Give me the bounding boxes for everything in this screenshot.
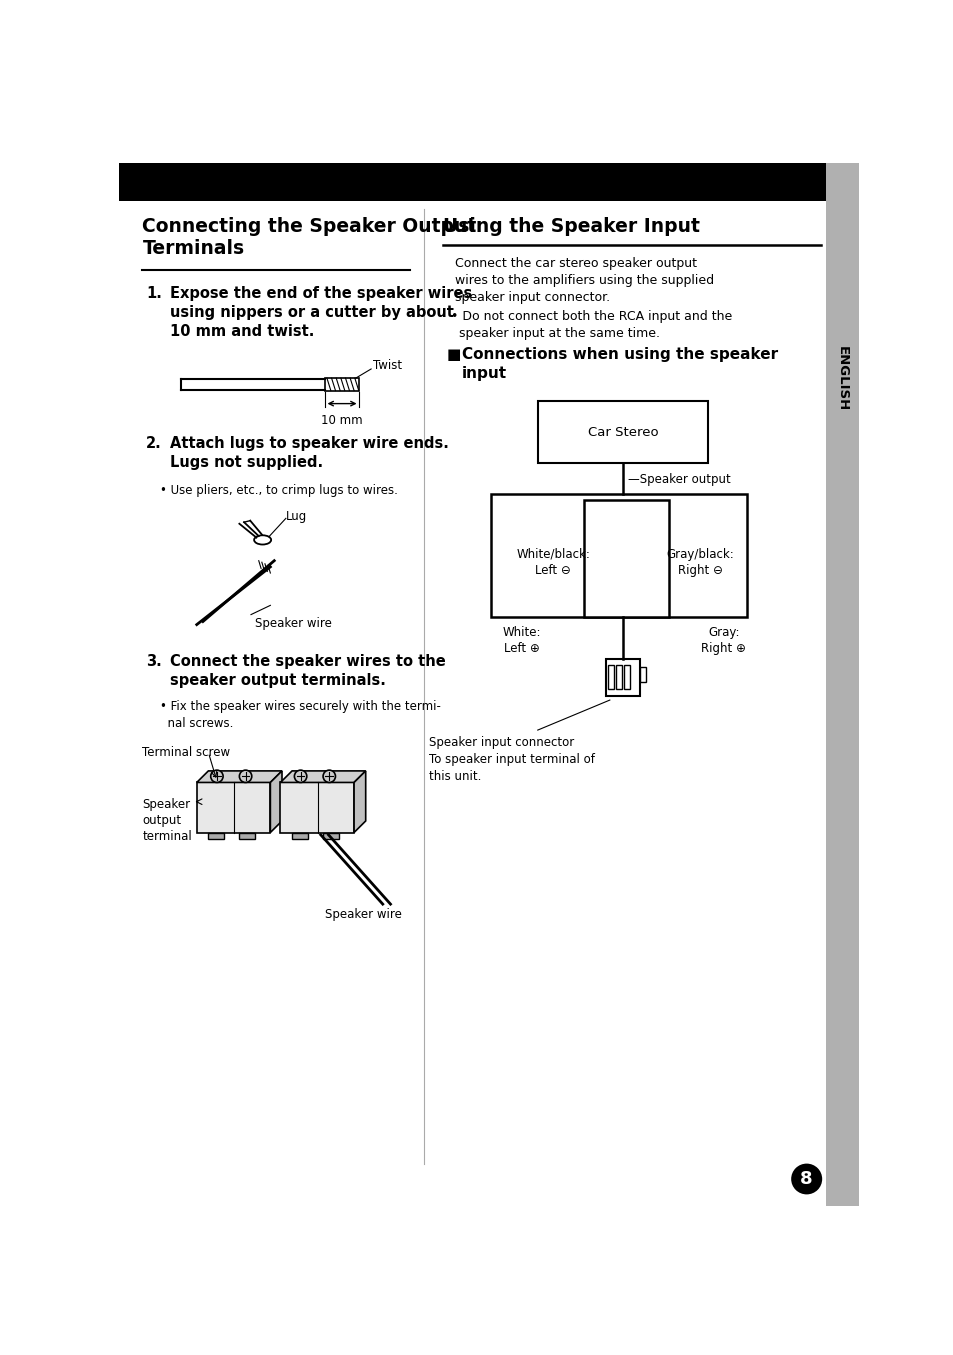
Text: White/black:
Left ⊖: White/black: Left ⊖	[516, 547, 590, 577]
Text: 10 mm: 10 mm	[321, 415, 362, 427]
Bar	[239, 832, 254, 839]
Text: • Do not connect both the RCA input and the
  speaker input at the same time.: • Do not connect both the RCA input and …	[451, 310, 732, 340]
Circle shape	[211, 770, 223, 782]
Text: Speaker wire: Speaker wire	[325, 908, 401, 921]
Bar	[825, 163, 858, 1206]
Text: Connections when using the speaker
input: Connections when using the speaker input	[461, 347, 777, 381]
Text: Connect the car stereo speaker output
wires to the amplifiers using the supplied: Connect the car stereo speaker output wi…	[455, 256, 713, 304]
Text: Speaker
output
terminal: Speaker output terminal	[142, 798, 193, 843]
Text: Using the Speaker Input: Using the Speaker Input	[443, 217, 700, 236]
Text: White:
Left ⊕: White: Left ⊕	[502, 626, 541, 654]
Polygon shape	[270, 771, 282, 832]
Bar	[608, 665, 614, 688]
Text: Twist: Twist	[373, 359, 401, 373]
Text: Speaker input connector
To speaker input terminal of
this unit.: Speaker input connector To speaker input…	[429, 736, 595, 783]
Bar	[639, 667, 645, 683]
Circle shape	[323, 770, 335, 782]
Text: • Use pliers, etc., to crimp lugs to wires.: • Use pliers, etc., to crimp lugs to wir…	[159, 484, 397, 497]
Bar	[537, 401, 707, 463]
Text: Terminal screw: Terminal screw	[142, 747, 231, 759]
Circle shape	[239, 770, 252, 782]
Text: 8: 8	[800, 1169, 812, 1188]
Bar	[323, 832, 338, 839]
Text: Speaker wire: Speaker wire	[254, 617, 332, 630]
Circle shape	[790, 1164, 821, 1194]
Text: 3.: 3.	[146, 654, 162, 669]
Circle shape	[294, 770, 307, 782]
Text: ENGLISH: ENGLISH	[835, 346, 848, 411]
Text: 1.: 1.	[146, 286, 162, 301]
Bar	[119, 163, 825, 201]
Bar	[280, 782, 354, 832]
Bar	[292, 832, 307, 839]
Bar	[324, 378, 359, 390]
Bar	[491, 493, 746, 617]
Text: Car Stereo: Car Stereo	[587, 425, 658, 439]
Bar	[196, 782, 270, 832]
Text: —Speaker output: —Speaker output	[627, 473, 730, 486]
Polygon shape	[280, 771, 365, 782]
Text: Expose the end of the speaker wires
using nippers or a cutter by about
10 mm and: Expose the end of the speaker wires usin…	[170, 286, 472, 339]
Bar	[208, 832, 224, 839]
Text: • Fix the speaker wires securely with the termi-
  nal screws.: • Fix the speaker wires securely with th…	[159, 701, 440, 729]
Bar	[616, 665, 621, 688]
Text: Gray/black:
Right ⊖: Gray/black: Right ⊖	[666, 547, 734, 577]
Text: Lug: Lug	[286, 511, 307, 523]
Text: 2.: 2.	[146, 436, 162, 451]
Ellipse shape	[253, 535, 271, 545]
Bar	[583, 500, 669, 617]
Bar	[605, 660, 639, 696]
Polygon shape	[196, 771, 282, 782]
Text: Connecting the Speaker Output
Terminals: Connecting the Speaker Output Terminals	[142, 217, 476, 259]
Text: ■: ■	[446, 347, 460, 362]
Text: Gray:
Right ⊕: Gray: Right ⊕	[700, 626, 745, 654]
Bar	[623, 665, 629, 688]
Text: Connect the speaker wires to the
speaker output terminals.: Connect the speaker wires to the speaker…	[170, 654, 445, 688]
Polygon shape	[354, 771, 365, 832]
Text: Attach lugs to speaker wire ends.
Lugs not supplied.: Attach lugs to speaker wire ends. Lugs n…	[170, 436, 448, 470]
